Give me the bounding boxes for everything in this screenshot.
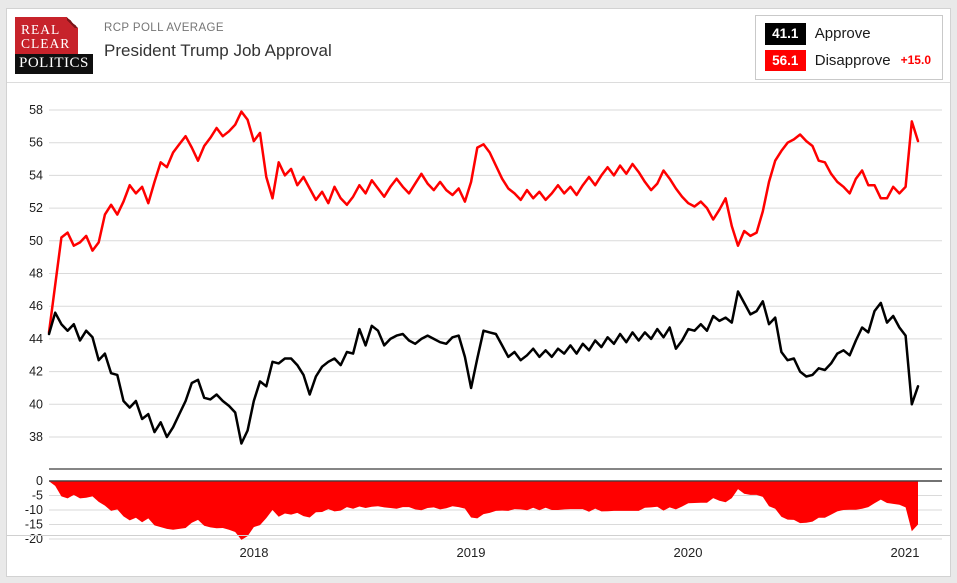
page-title: President Trump Job Approval: [104, 41, 332, 60]
chart-card: REAL CLEAR POLITICS RCP POLL AVERAGE Pre…: [6, 8, 951, 577]
spread-tick-label: -10: [25, 503, 43, 517]
disapprove-value-badge: 56.1: [764, 49, 806, 71]
eyebrow-label: RCP POLL AVERAGE: [104, 22, 224, 34]
title-block: RCP POLL AVERAGE President Trump Job App…: [104, 22, 332, 61]
legend: 41.1 Approve 56.1 Disapprove +15.0: [754, 15, 943, 80]
logo-line-clear: CLEAR: [21, 36, 71, 51]
spread-area: [49, 481, 918, 540]
x-axis-year-label: 2021: [891, 545, 920, 560]
x-axis-year-label: 2020: [674, 545, 703, 560]
y-axis-tick-label: 56: [29, 136, 43, 150]
logo-line-politics: POLITICS: [15, 54, 93, 74]
disapprove-line: [47, 110, 920, 334]
y-axis-tick-label: 42: [29, 365, 43, 379]
chart-svg: 58 56 54 52 50 48 46 44 42 40 38 0-5-10-15-20 2018 20…: [7, 103, 950, 560]
approve-line: [47, 290, 920, 445]
y-axis-tick-label: 40: [29, 397, 43, 411]
spread-tick-label: -20: [25, 532, 43, 546]
legend-disapprove-row: 56.1 Disapprove +15.0: [764, 49, 931, 71]
chart-area: 58 56 54 52 50 48 46 44 42 40 38 0 -5 -10 -15 -20 2018 20…: [7, 83, 950, 576]
y-axis-tick-label: 46: [29, 299, 43, 313]
approve-label: Approve: [814, 25, 871, 43]
logo-line-real: REAL: [21, 22, 61, 37]
disapprove-label: Disapprove: [814, 51, 891, 69]
y-axis-tick-label: 44: [29, 332, 43, 346]
rcp-logo-red-box: REAL CLEAR: [15, 17, 78, 54]
spread-value: +15.0: [900, 53, 931, 68]
x-axis-year-label: 2019: [457, 545, 486, 560]
header-divider: [7, 82, 950, 83]
y-axis-tick-label: 58: [29, 103, 43, 117]
rcp-logo: REAL CLEAR POLITICS: [15, 17, 95, 74]
header: REAL CLEAR POLITICS RCP POLL AVERAGE Pre…: [7, 9, 950, 82]
y-axis-tick-label: 38: [29, 430, 43, 444]
approve-value-badge: 41.1: [764, 23, 806, 45]
spread-tick-label: 0: [36, 474, 43, 488]
legend-approve-row: 41.1 Approve: [764, 23, 931, 45]
y-axis-tick-label: 54: [29, 168, 43, 182]
logo-fold-corner-icon: [67, 17, 78, 28]
x-axis-year-label: 2018: [240, 545, 269, 560]
spread-tick-label: -15: [25, 518, 43, 532]
spread-tick-label: -5: [32, 489, 43, 503]
y-axis-tick-label: 50: [29, 234, 43, 248]
y-axis-tick-label: 48: [29, 267, 43, 281]
y-axis-tick-label: 52: [29, 201, 43, 215]
